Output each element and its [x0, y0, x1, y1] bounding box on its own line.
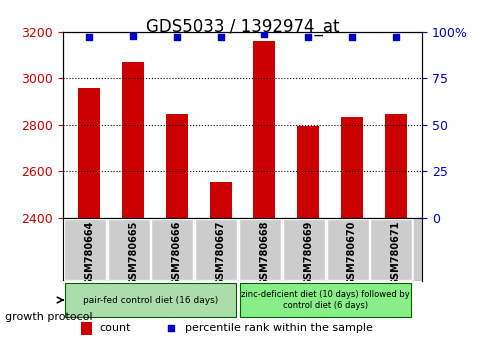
FancyBboxPatch shape	[151, 219, 193, 280]
Point	[166, 325, 174, 331]
Text: percentile rank within the sample: percentile rank within the sample	[185, 323, 372, 333]
Text: GSM780668: GSM780668	[259, 221, 269, 286]
Point	[129, 33, 136, 39]
FancyBboxPatch shape	[195, 219, 237, 280]
Point	[348, 35, 355, 40]
Text: GSM780670: GSM780670	[346, 221, 356, 286]
Bar	[81, 322, 91, 335]
Bar	[78, 87, 100, 218]
Bar	[209, 182, 231, 218]
Text: GSM780671: GSM780671	[390, 221, 400, 286]
FancyBboxPatch shape	[240, 283, 410, 317]
Text: count: count	[99, 323, 130, 333]
Point	[216, 35, 224, 40]
FancyBboxPatch shape	[107, 219, 150, 280]
Point	[173, 35, 181, 40]
Bar	[122, 62, 144, 218]
FancyBboxPatch shape	[282, 219, 324, 280]
FancyBboxPatch shape	[64, 219, 106, 280]
Text: GSM780666: GSM780666	[171, 221, 182, 286]
Text: GSM780664: GSM780664	[84, 221, 94, 286]
Text: zinc-deficient diet (10 days) followed by
control diet (6 days): zinc-deficient diet (10 days) followed b…	[241, 290, 409, 310]
FancyBboxPatch shape	[239, 219, 280, 280]
Point	[391, 35, 399, 40]
Text: GSM780667: GSM780667	[215, 221, 225, 286]
Bar	[166, 114, 187, 218]
Bar	[297, 126, 318, 218]
Text: growth protocol: growth protocol	[5, 312, 92, 322]
FancyBboxPatch shape	[370, 219, 411, 280]
Point	[85, 35, 93, 40]
Point	[303, 35, 311, 40]
Bar	[384, 114, 406, 218]
Text: GDS5033 / 1392974_at: GDS5033 / 1392974_at	[146, 18, 338, 36]
FancyBboxPatch shape	[326, 219, 368, 280]
FancyBboxPatch shape	[65, 283, 235, 317]
Text: pair-fed control diet (16 days): pair-fed control diet (16 days)	[83, 296, 218, 304]
Text: GSM780669: GSM780669	[302, 221, 313, 286]
Text: GSM780665: GSM780665	[128, 221, 138, 286]
Bar	[253, 41, 275, 218]
Point	[260, 31, 268, 36]
Bar	[340, 117, 362, 218]
